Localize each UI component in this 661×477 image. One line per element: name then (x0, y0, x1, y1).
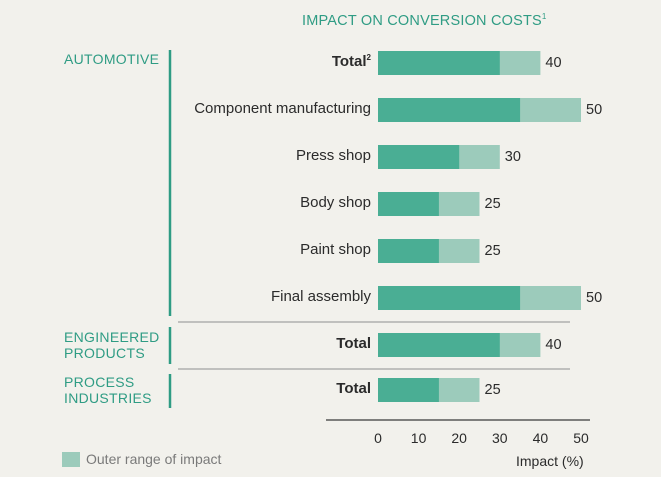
row-label-text: Total (336, 380, 371, 397)
row-label-text: Paint shop (300, 241, 371, 258)
value-label: 50 (586, 102, 603, 118)
row-label-footnote-marker: 2 (366, 53, 371, 62)
value-label: 25 (484, 382, 501, 398)
x-tick-label: 30 (492, 430, 508, 446)
legend-label: Outer range of impact (86, 451, 222, 467)
x-tick-label: 40 (532, 430, 549, 446)
row-label: Final assembly (271, 288, 371, 305)
row-label: Body shop (300, 194, 371, 211)
row-label: Press shop (296, 147, 371, 164)
value-label: 40 (545, 55, 562, 71)
bar-inner (378, 286, 521, 310)
value-label: 40 (545, 337, 562, 353)
row-label-text: Body shop (300, 194, 371, 211)
bar-inner (378, 239, 439, 263)
x-tick-label: 20 (451, 430, 467, 446)
legend: Outer range of impact (62, 451, 221, 467)
group-label-automotive: AUTOMOTIVE (64, 51, 160, 67)
group-label-engineered-products: ENGINEERED PRODUCTS (64, 329, 160, 361)
row-label-text: Final assembly (270, 288, 371, 305)
row-label-text: Press shop (295, 147, 371, 164)
row-label-text: Component manufacturing (194, 100, 371, 117)
x-axis-title: Impact (%) (516, 453, 584, 469)
group-label-process-industries: PROCESS INDUSTRIES (64, 374, 152, 406)
title-footnote-marker: 1 (541, 12, 547, 21)
bar-inner (378, 192, 439, 216)
row-label: Paint shop (300, 241, 371, 258)
bar-inner (378, 333, 500, 357)
bar-inner (378, 98, 521, 122)
x-tick-label: 0 (374, 430, 382, 446)
chart-title: IMPACT ON CONVERSION COSTS1 (302, 12, 547, 29)
legend-swatch-outer-range (62, 451, 80, 467)
bar-inner (378, 145, 460, 169)
value-label: 30 (504, 149, 521, 165)
row-label: Total2 (332, 53, 371, 70)
bar-inner (378, 51, 500, 75)
value-label: 25 (484, 243, 501, 259)
x-tick-label: 10 (410, 430, 427, 446)
row-label: Component manufacturing (194, 100, 371, 117)
bar-inner (378, 378, 439, 402)
row-label: Total (336, 335, 371, 352)
value-label: 50 (586, 290, 603, 306)
row-label-text: Total (331, 53, 367, 70)
x-tick-label: 50 (573, 430, 589, 446)
row-label-text: Total (336, 335, 371, 352)
value-label: 25 (484, 196, 501, 212)
row-label: Total (336, 380, 371, 397)
